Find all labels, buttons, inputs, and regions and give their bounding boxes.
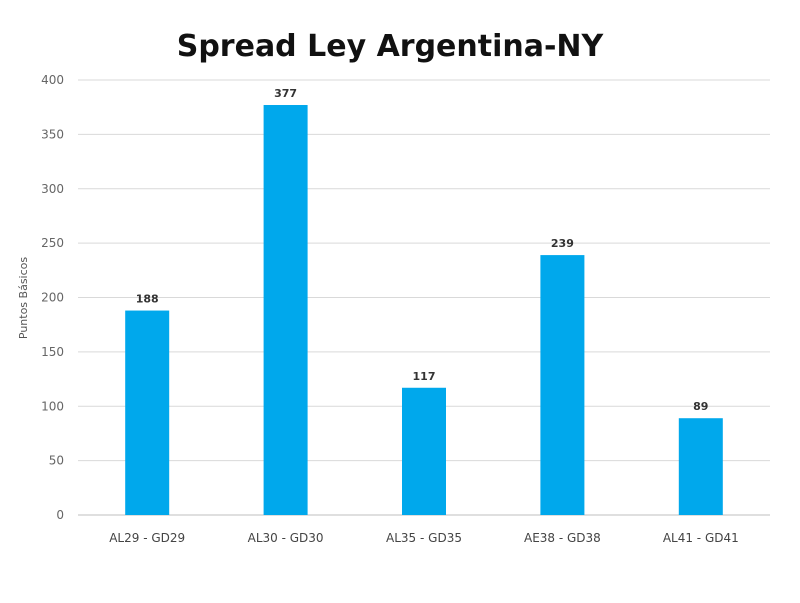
data-label: 188 — [136, 293, 159, 306]
bars — [125, 105, 723, 515]
data-labels: 188 377 117 239 89 — [136, 87, 709, 413]
data-label: 89 — [693, 400, 708, 413]
x-tick-label: AE38 - GD38 — [524, 531, 601, 545]
x-tick-label: AL29 - GD29 — [109, 531, 185, 545]
chart-title: Spread Ley Argentina-NY — [177, 29, 605, 64]
y-tick-label: 250 — [41, 236, 64, 250]
y-tick-label: 200 — [41, 291, 64, 305]
bar — [125, 310, 170, 515]
bar — [678, 418, 723, 515]
gridlines — [78, 79, 770, 516]
x-tick-label: AL35 - GD35 — [386, 531, 462, 545]
x-tick-labels: AL29 - GD29 AL30 - GD30 AL35 - GD35 AE38 - … — [109, 531, 739, 545]
bar — [263, 105, 308, 515]
y-tick-label: 350 — [41, 127, 64, 141]
bar — [402, 387, 446, 515]
y-tick-label: 150 — [41, 345, 64, 359]
bar — [540, 255, 585, 515]
data-label: 239 — [551, 237, 574, 250]
x-tick-label: AL41 - GD41 — [663, 531, 739, 545]
data-label: 377 — [274, 87, 297, 100]
y-tick-label: 50 — [49, 454, 64, 468]
y-tick-label: 100 — [41, 399, 64, 413]
y-tick-label: 300 — [41, 182, 64, 196]
y-tick-label: 0 — [56, 508, 64, 522]
x-tick-label: AL30 - GD30 — [248, 531, 324, 545]
y-tick-labels: 0 50 100 150 200 250 300 350 400 — [41, 73, 64, 522]
y-tick-label: 400 — [41, 73, 64, 87]
data-label: 117 — [413, 370, 436, 383]
y-axis-label: Puntos Básicos — [17, 257, 30, 340]
